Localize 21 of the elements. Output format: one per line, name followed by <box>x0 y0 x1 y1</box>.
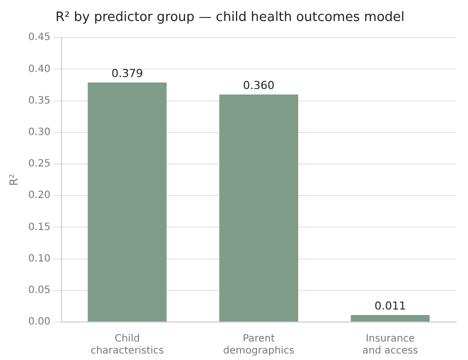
y-tick-label: 0.10 <box>28 253 50 264</box>
x-tick-label: Parent demographics <box>223 334 294 357</box>
y-tick-label: 0.30 <box>28 126 50 138</box>
y-tick-label: 0.35 <box>28 95 50 106</box>
y-tick-label: 0.20 <box>28 190 50 202</box>
x-tick-label: Child characteristics <box>90 334 164 357</box>
y-axis-title: R² <box>7 174 20 186</box>
y-tick-label: 0.25 <box>28 158 50 170</box>
bar <box>219 94 298 322</box>
data-label: 0.011 <box>374 299 406 312</box>
y-tick-label: 0.05 <box>28 284 50 296</box>
x-tick-label: Insurance and access <box>362 334 418 357</box>
bar <box>350 315 430 322</box>
y-tick-label: 0.00 <box>28 316 50 328</box>
y-tick-label: 0.40 <box>28 64 50 75</box>
chart-title: R² by predictor group — child health outcomes model <box>55 10 405 26</box>
y-tick-label: 0.15 <box>28 222 50 233</box>
data-label: 0.360 <box>242 78 274 92</box>
bar <box>88 82 167 322</box>
data-label: 0.379 <box>111 66 143 80</box>
y-tick-label: 0.45 <box>28 32 50 44</box>
